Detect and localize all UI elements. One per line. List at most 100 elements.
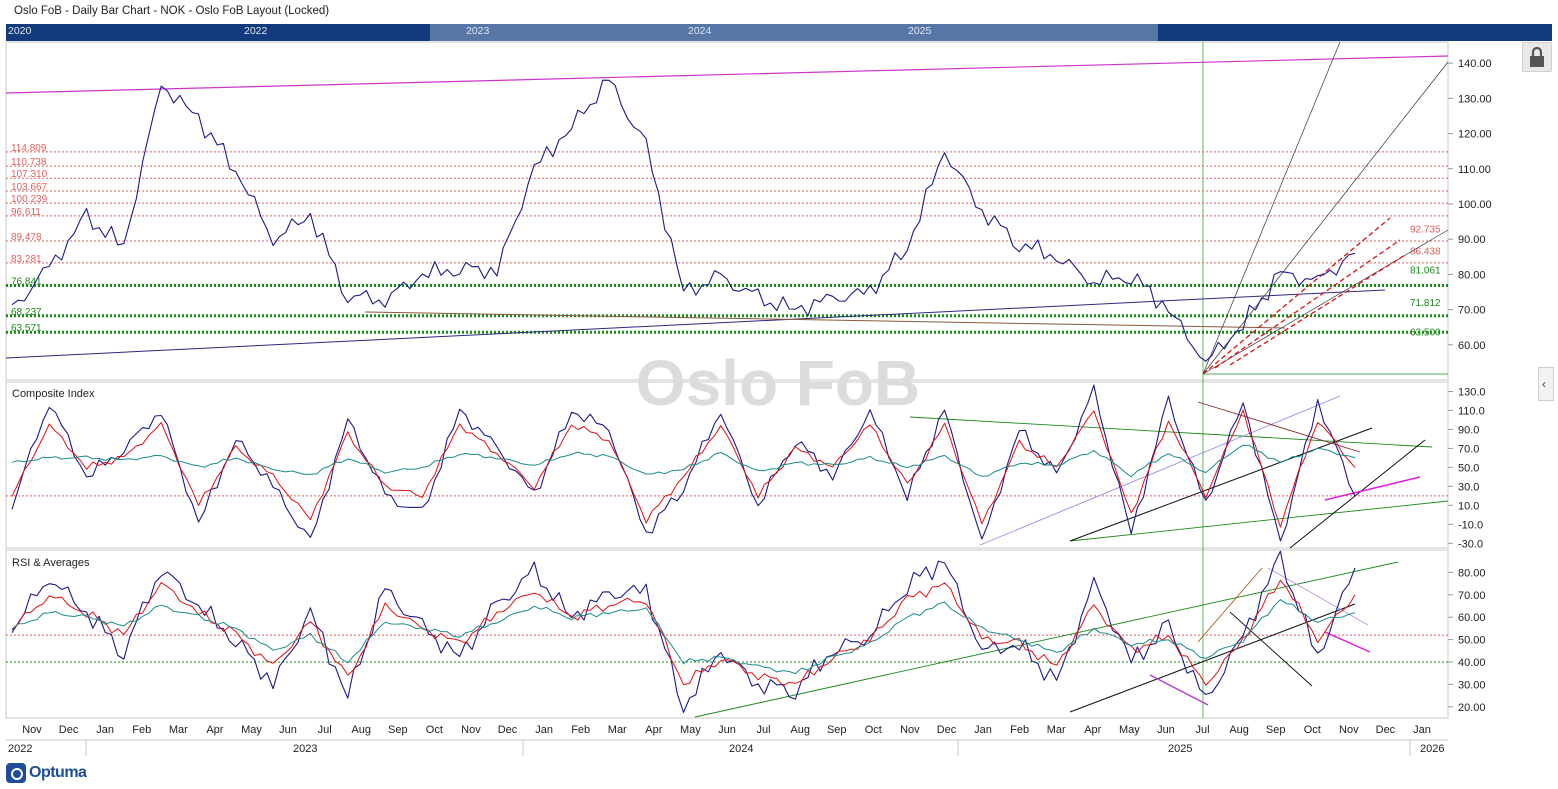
rsi-axis-tick-label: 60.00 [1458, 612, 1486, 624]
level-right-label: 71.812 [1410, 298, 1441, 309]
x-axis-month-label: Jun [1157, 724, 1175, 736]
rsi-axis-tick-label: 20.00 [1458, 702, 1486, 714]
watermark: Oslo FoB [636, 347, 920, 419]
optuma-logo-icon [6, 763, 26, 783]
x-axis-month-label: Dec [498, 724, 518, 736]
fan-line [1202, 41, 1341, 375]
navigator-year: 2022 [244, 25, 268, 37]
rsi-fast-average-line [11, 579, 1356, 687]
composite-trendline [979, 395, 1341, 546]
x-axis-month-label: Apr [645, 724, 662, 736]
dashed-channel-line [1202, 217, 1391, 375]
x-axis-month-label: Nov [22, 724, 42, 736]
x-axis-month-label: Oct [1304, 724, 1321, 736]
x-axis-month-label: Aug [790, 724, 810, 736]
fan-line [1202, 229, 1449, 375]
price-axis-tick-label: 90.00 [1458, 234, 1486, 246]
collapse-panel-button[interactable]: ‹ [1538, 367, 1554, 401]
level-right-label: 81.061 [1410, 266, 1441, 277]
resistance-level-label: 114.809 [11, 143, 47, 154]
composite-trendline [1324, 476, 1421, 501]
brand-name: Optuma [29, 764, 87, 781]
x-axis-year-label: 2026 [1420, 743, 1444, 755]
composite-axis-tick-label: 30.0 [1458, 481, 1479, 493]
x-axis-month-label: Nov [461, 724, 481, 736]
resistance-level-label: 89.478 [11, 232, 42, 243]
rsi-trendline [1069, 603, 1356, 713]
support-level-label: 63.571 [11, 323, 42, 334]
x-axis-month-label: Jul [318, 724, 332, 736]
rsi-trendline [1229, 611, 1313, 687]
composite-panel-frame [5, 381, 1449, 549]
rsi-trendline [1149, 674, 1209, 706]
x-axis-month-label: Dec [937, 724, 957, 736]
x-axis-month-label: Jun [718, 724, 736, 736]
price-panel-frame [5, 41, 1449, 381]
window-title: Oslo FoB - Daily Bar Chart - NOK - Oslo … [14, 5, 330, 17]
x-axis-month-label: Jun [279, 724, 297, 736]
x-axis-month-label: Jan [1413, 724, 1431, 736]
composite-slow-average-line [11, 444, 1356, 478]
x-axis-month-label: Jan [535, 724, 553, 736]
x-axis-month-label: Feb [132, 724, 151, 736]
composite-axis-tick-label: -30.0 [1458, 538, 1483, 550]
rsi-panel-frame [5, 549, 1449, 719]
svg-text:‹: ‹ [1542, 377, 1546, 391]
composite-trendline [1069, 500, 1449, 542]
composite-axis-tick-label: 70.0 [1458, 443, 1479, 455]
x-axis-month-label: Jul [757, 724, 771, 736]
price-axis-tick-label: 110.00 [1458, 164, 1491, 176]
rsi-trendline [694, 561, 1399, 718]
price-axis-tick-label: 80.00 [1458, 269, 1486, 281]
upper-channel-trendline [5, 55, 1449, 94]
composite-trendline [909, 416, 1433, 448]
x-axis-month-label: Jan [96, 724, 114, 736]
price-axis-tick-label: 100.00 [1458, 199, 1492, 211]
rsi-axis-tick-label: 80.00 [1458, 567, 1486, 579]
rsi-trendline [1197, 567, 1263, 643]
dashed-channel-line [1229, 254, 1406, 366]
x-axis-year-label: 2023 [293, 743, 317, 755]
x-axis-month-label: Mar [608, 724, 627, 736]
rsi-trendline [1267, 567, 1369, 626]
composite-series-line [11, 384, 1356, 542]
composite-trendline [1289, 439, 1426, 549]
composite-axis-tick-label: 110.0 [1458, 405, 1485, 417]
title-bar: Oslo FoB - Daily Bar Chart - NOK - Oslo … [0, 0, 1558, 24]
composite-axis-tick-label: 10.0 [1458, 500, 1479, 512]
resistance-level-label: 83.281 [11, 254, 42, 265]
resistance-level-label: 96.611 [11, 207, 41, 218]
resistance-level-label: 103.667 [11, 182, 48, 193]
composite-axis-tick-label: 90.0 [1458, 424, 1479, 436]
x-axis-month-label: Mar [169, 724, 188, 736]
composite-fast-average-line [11, 409, 1356, 528]
x-axis-month-label: Oct [426, 724, 443, 736]
x-axis-month-label: Nov [900, 724, 920, 736]
rsi-axis-tick-label: 70.00 [1458, 590, 1486, 602]
navigator-year: 2024 [688, 25, 712, 37]
x-axis-month-label: Dec [1376, 724, 1396, 736]
x-axis-month-label: Aug [351, 724, 371, 736]
timeline-navigator[interactable]: 2020 2022 2023 2024 2025 [6, 24, 1552, 41]
x-axis-month-label: Apr [206, 724, 223, 736]
fan-line [1202, 61, 1449, 375]
x-axis-year-label: 2024 [729, 743, 753, 755]
navigator-year: 2020 [8, 25, 32, 37]
level-right-label: 63.500 [1410, 327, 1441, 338]
composite-trendline [1069, 427, 1373, 542]
support-level-label: 68.237 [11, 307, 42, 318]
price-axis-tick-label: 70.00 [1458, 305, 1486, 317]
dashed-channel-line [1214, 239, 1401, 369]
navigator-window[interactable] [430, 24, 1158, 41]
x-axis-month-label: Dec [59, 724, 79, 736]
rsi-axis-tick-label: 30.00 [1458, 679, 1486, 691]
rsi-series-line [11, 550, 1356, 713]
composite-axis-tick-label: 50.0 [1458, 462, 1479, 474]
x-axis-month-label: Sep [827, 724, 847, 736]
footer [0, 758, 1558, 789]
level-right-label: 86.438 [1410, 247, 1441, 258]
resistance-level-label: 100.239 [11, 194, 48, 205]
x-axis-month-label: Jan [974, 724, 992, 736]
lock-icon[interactable] [1522, 42, 1552, 72]
